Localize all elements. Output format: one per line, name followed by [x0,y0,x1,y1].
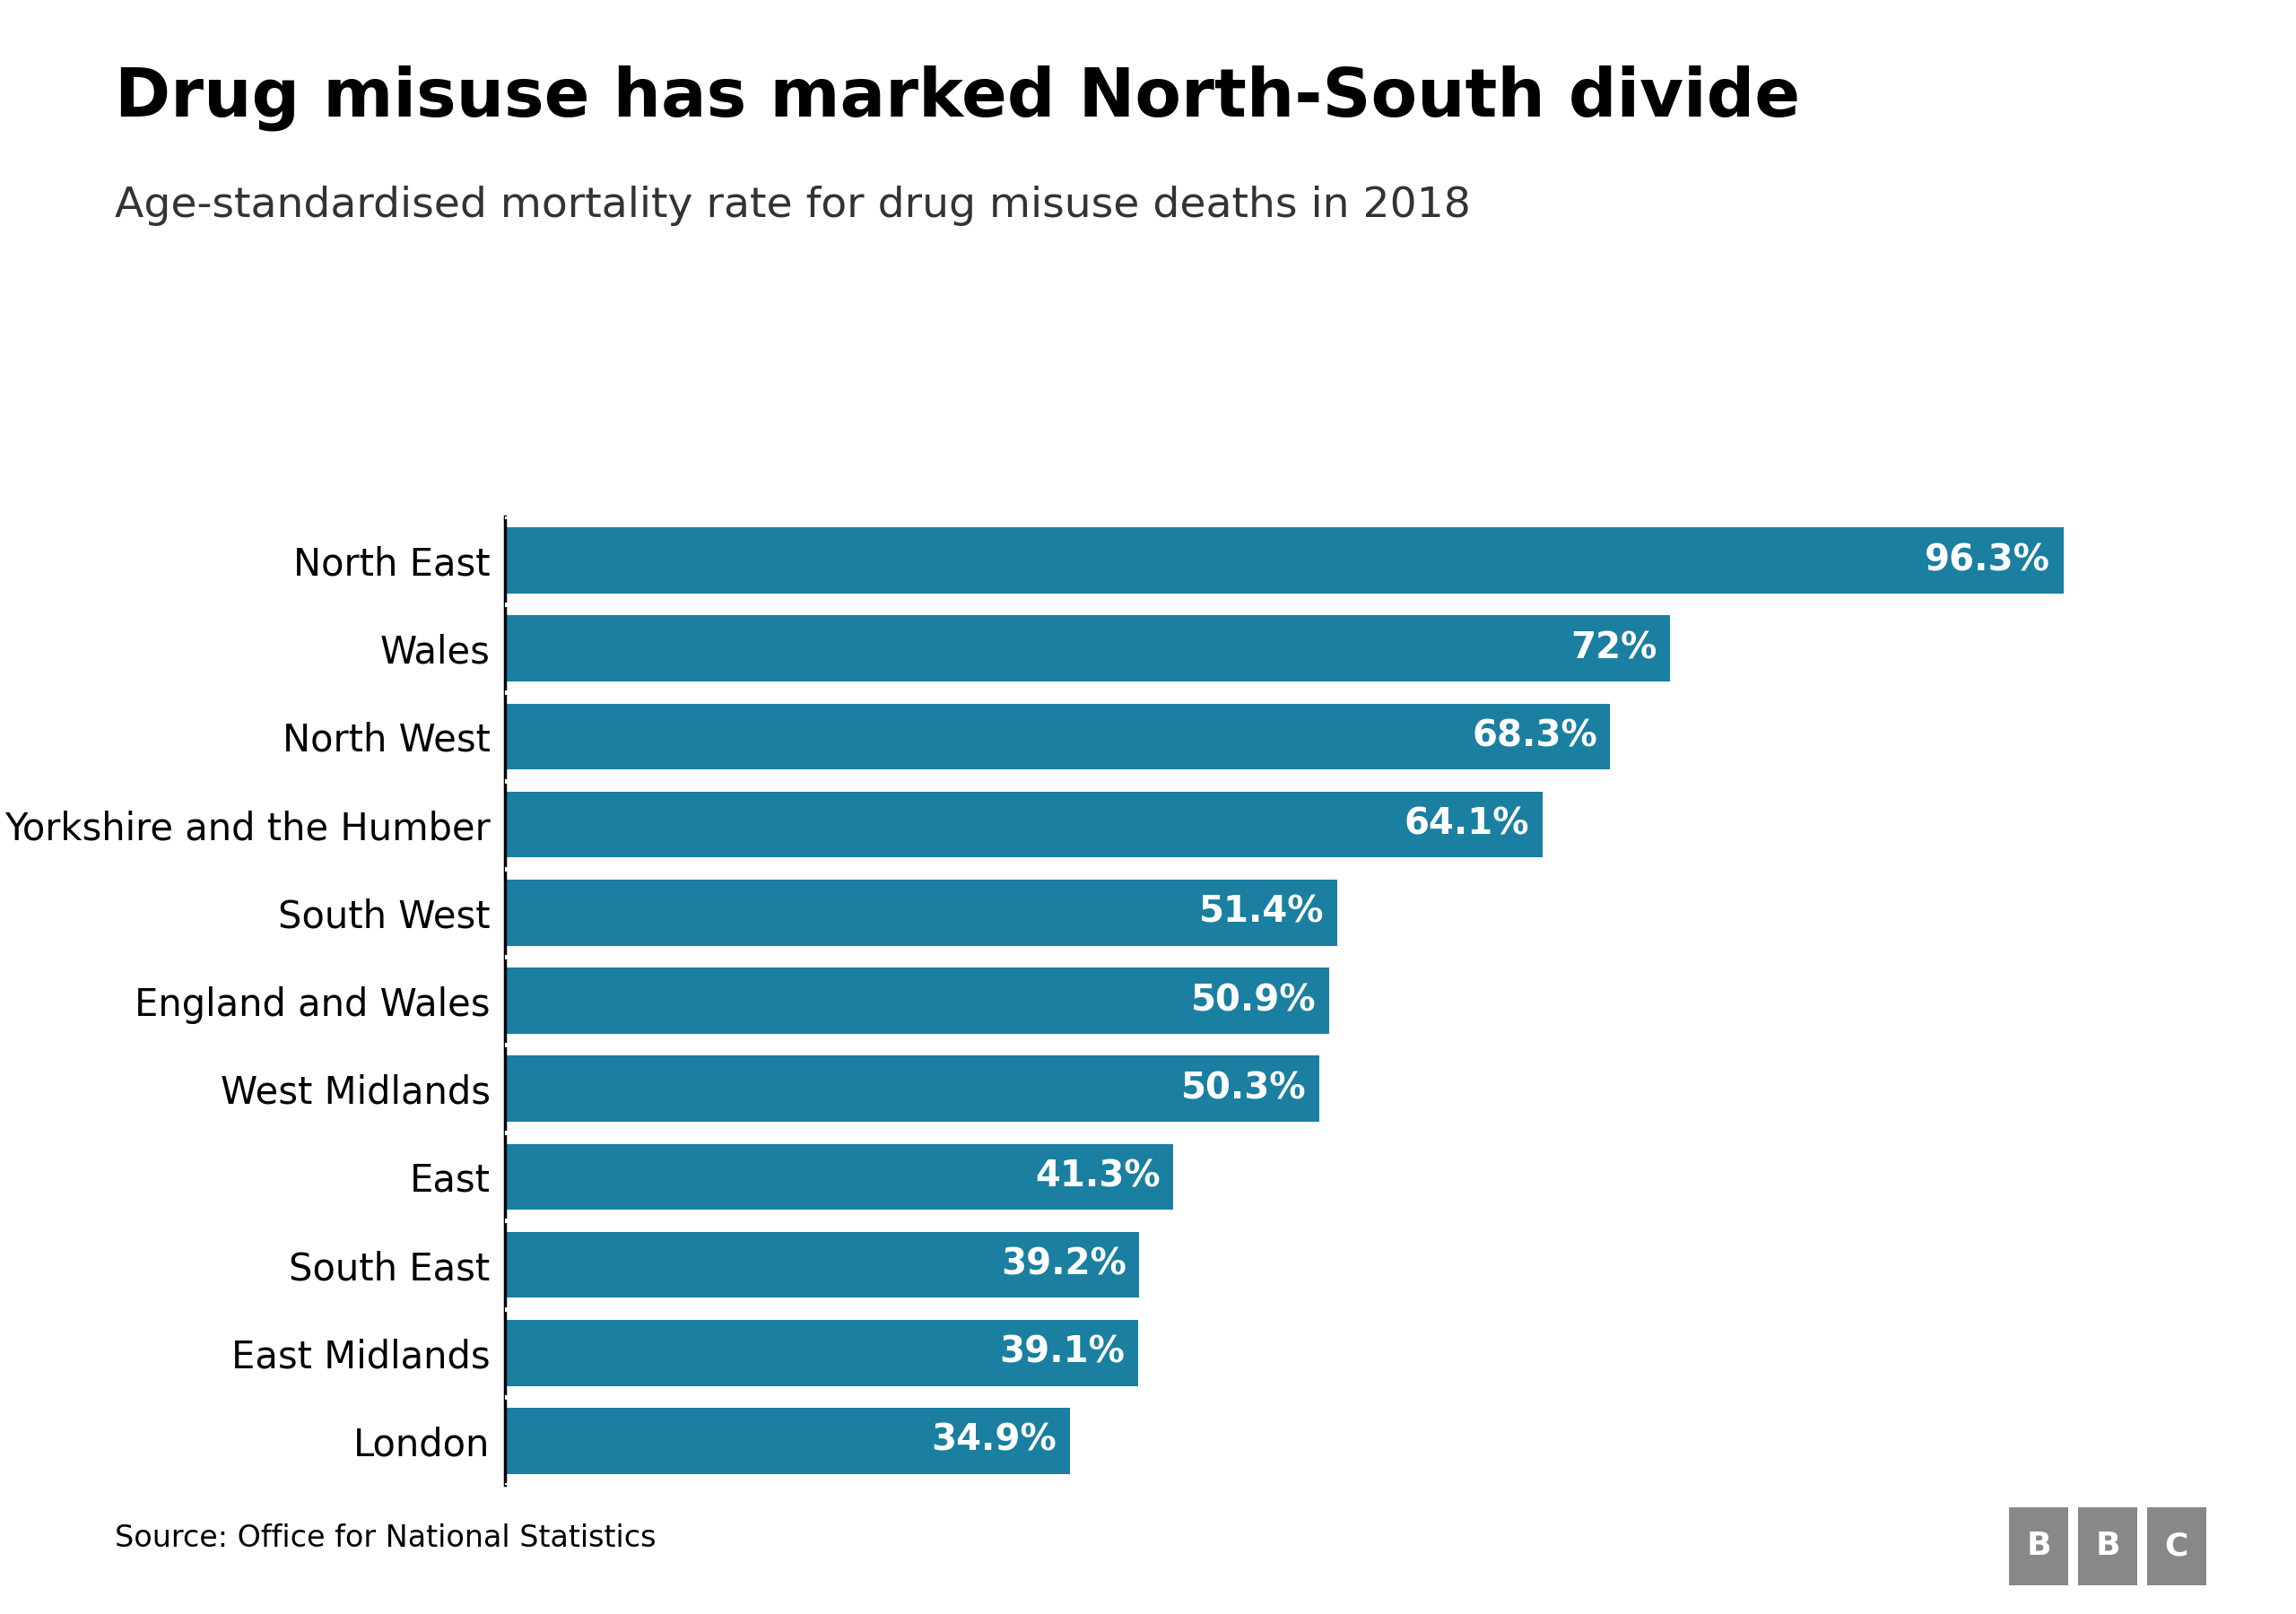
Bar [505,615,1669,681]
Text: 68.3%: 68.3% [1472,718,1598,754]
Bar [505,1056,1318,1122]
Bar [505,880,1336,946]
Bar [505,1407,1070,1474]
Text: 50.9%: 50.9% [1192,983,1316,1018]
FancyBboxPatch shape [2147,1507,2206,1585]
Text: B: B [2027,1532,2050,1561]
Bar [505,1144,1173,1210]
Bar [505,528,2064,594]
Text: Age-standardised mortality rate for drug misuse deaths in 2018: Age-standardised mortality rate for drug… [115,186,1472,226]
Text: 39.2%: 39.2% [1001,1248,1127,1283]
FancyBboxPatch shape [2078,1507,2138,1585]
Text: B: B [2096,1532,2119,1561]
Text: C: C [2165,1532,2188,1561]
Bar [505,791,1543,857]
Text: 51.4%: 51.4% [1199,894,1325,931]
Text: 50.3%: 50.3% [1180,1070,1306,1107]
Text: Drug misuse has marked North-South divide: Drug misuse has marked North-South divid… [115,65,1800,131]
Bar [505,1320,1139,1386]
Text: Source: Office for National Statistics: Source: Office for National Statistics [115,1524,657,1553]
Text: 41.3%: 41.3% [1035,1159,1159,1194]
Bar [505,968,1329,1033]
Text: 64.1%: 64.1% [1405,807,1529,843]
Text: 39.1%: 39.1% [999,1335,1125,1370]
Text: 96.3%: 96.3% [1924,542,2050,578]
FancyBboxPatch shape [2009,1507,2069,1585]
Bar [505,1231,1139,1298]
Text: 34.9%: 34.9% [932,1424,1056,1459]
Text: 72%: 72% [1570,631,1658,667]
Bar [505,704,1609,770]
